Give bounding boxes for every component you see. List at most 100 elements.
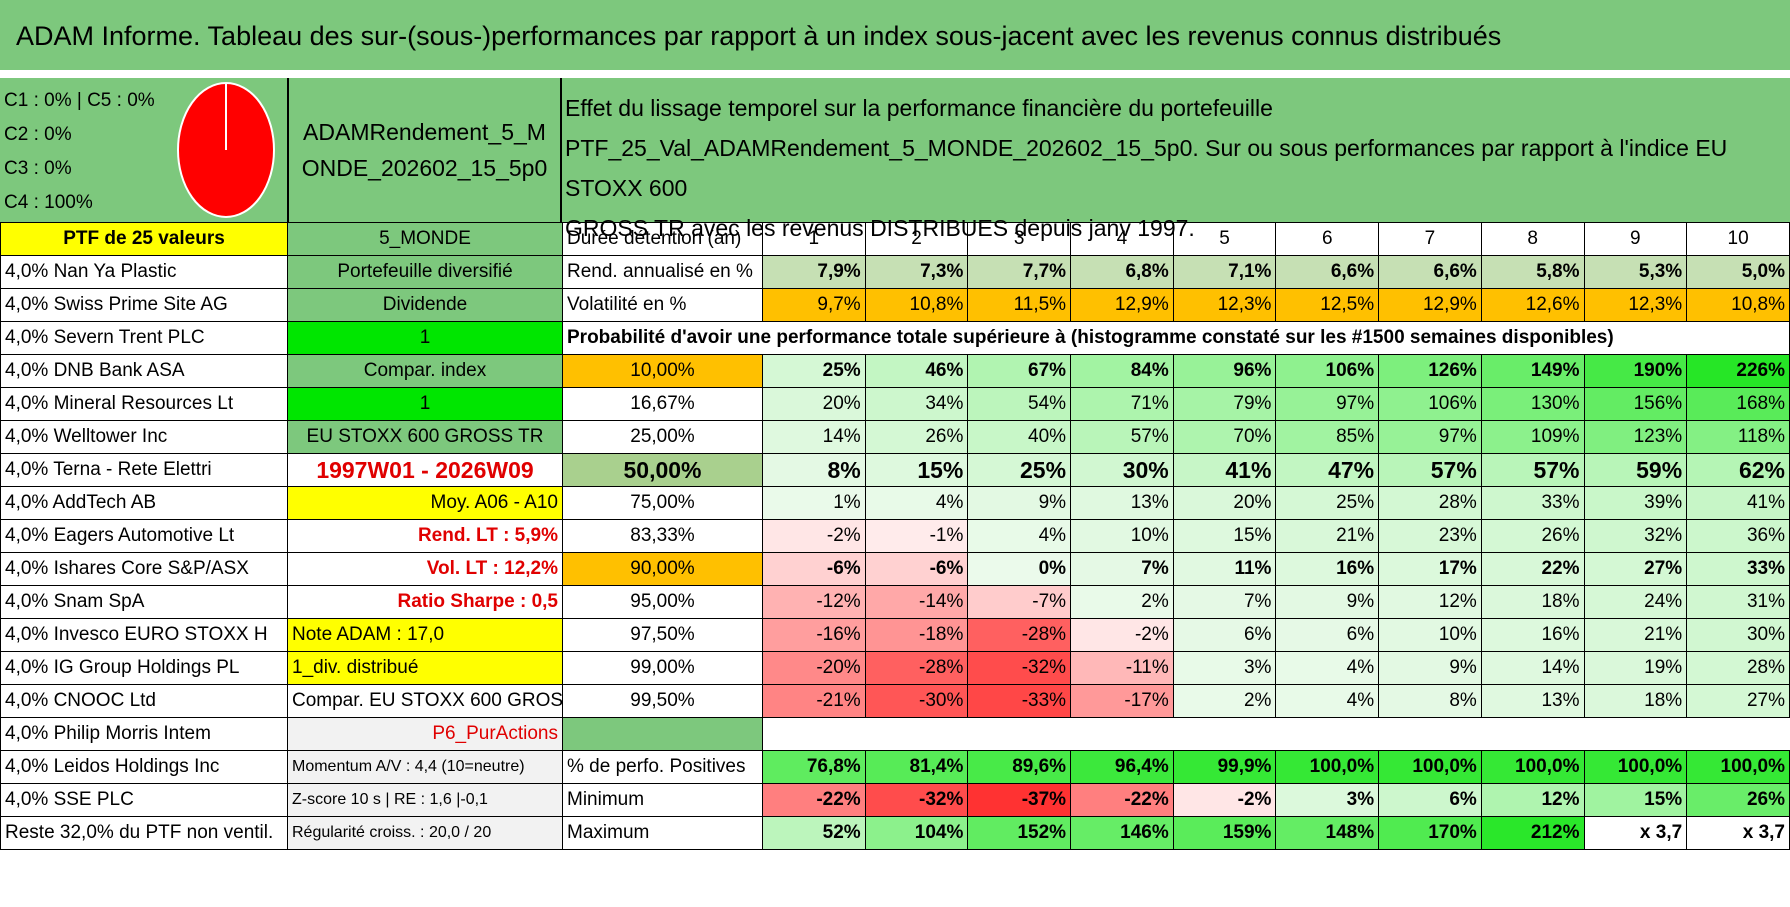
value-cell: 20% — [1172, 486, 1277, 520]
value-cell: 41% — [1172, 453, 1277, 487]
stock-name: 4,0% Severn Trent PLC — [0, 321, 288, 355]
value-cell: 0% — [967, 552, 1072, 586]
stock-name: 4,0% Philip Morris Intem — [0, 717, 288, 751]
value-cell: 2% — [1070, 585, 1174, 619]
value-cell: 152% — [967, 816, 1072, 850]
value-cell: 9,7% — [762, 288, 866, 322]
value-cell: 8% — [762, 453, 866, 487]
stock-name: 4,0% Leidos Holdings Inc — [0, 750, 288, 784]
value-cell: 33% — [1686, 552, 1790, 586]
row-label: % de perfo. Positives — [562, 750, 763, 784]
value-cell: 109% — [1480, 420, 1585, 454]
stock-name: 4,0% DNB Bank ASA — [0, 354, 288, 388]
value-cell: 12,3% — [1583, 288, 1688, 322]
value-cell: 149% — [1480, 354, 1585, 388]
value-cell: 100,0% — [1378, 750, 1482, 784]
row-label: 95,00% — [562, 585, 763, 619]
description-line-2: PTF_25_Val_ADAMRendement_5_MONDE_202602_… — [565, 135, 1728, 201]
value-cell: 3% — [1275, 783, 1380, 817]
pie-legend-c4: C4 : 100% — [4, 192, 93, 213]
value-cell: -20% — [762, 651, 866, 685]
year-header: 5 — [1172, 222, 1277, 256]
value-cell: -7% — [967, 585, 1072, 619]
stock-name: 4,0% Ishares Core S&P/ASX — [0, 552, 288, 586]
info-cell: Compar. index — [287, 354, 563, 388]
value-cell: 100,0% — [1686, 750, 1790, 784]
value-cell: 226% — [1686, 354, 1790, 388]
value-cell: 16% — [1275, 552, 1380, 586]
value-cell: 32% — [1583, 519, 1688, 553]
value-cell: 3% — [1172, 651, 1277, 685]
value-cell: 25% — [1275, 486, 1380, 520]
value-cell: 85% — [1275, 420, 1380, 454]
value-cell: 25% — [762, 354, 866, 388]
value-cell: 81,4% — [864, 750, 969, 784]
value-cell: 5,8% — [1480, 255, 1585, 289]
performance-table: PTF de 25 valeurs 5_MONDE Durée détention … — [0, 222, 1790, 850]
value-cell: 13% — [1480, 684, 1585, 718]
value-cell: 2% — [1172, 684, 1277, 718]
value-cell: 67% — [967, 354, 1072, 388]
year-header: 3 — [967, 222, 1072, 256]
table-row: 4,0% Snam SpA Ratio Sharpe : 0,5 95,00% -12… — [0, 585, 1790, 619]
row-label: 16,67% — [562, 387, 763, 421]
value-cell: 170% — [1378, 816, 1482, 850]
value-cell: -18% — [864, 618, 969, 652]
value-cell: 12,9% — [1070, 288, 1174, 322]
value-cell: -2% — [762, 519, 866, 553]
row-label: 99,50% — [562, 684, 763, 718]
value-cell: 10,8% — [864, 288, 969, 322]
value-cell: x 3,7 — [1686, 816, 1790, 850]
value-cell: 126% — [1378, 354, 1482, 388]
value-cell: 16% — [1480, 618, 1585, 652]
value-cell: 97% — [1275, 387, 1380, 421]
row-label: 75,00% — [562, 486, 763, 520]
info-cell: Compar. EU STOXX 600 GROSS TR — [287, 684, 563, 718]
value-cell: 33% — [1480, 486, 1585, 520]
table-row: Reste 32,0% du PTF non ventil. Régularité… — [0, 816, 1790, 850]
value-cell: 15% — [1583, 783, 1688, 817]
value-cell: 31% — [1686, 585, 1790, 619]
value-cell: -12% — [762, 585, 866, 619]
value-cell: 6% — [1275, 618, 1380, 652]
value-cell: -22% — [1070, 783, 1174, 817]
value-cell: 30% — [1686, 618, 1790, 652]
info-cell: P6_PurActions — [287, 717, 563, 751]
row-label: 50,00% — [562, 453, 763, 487]
zone-label: 5_MONDE — [287, 222, 563, 256]
value-cell: 18% — [1583, 684, 1688, 718]
value-cell: -2% — [1172, 783, 1277, 817]
value-cell: 4% — [1275, 684, 1380, 718]
stock-name: 4,0% IG Group Holdings PL — [0, 651, 288, 685]
value-cell: 26% — [1480, 519, 1585, 553]
value-cell: 36% — [1686, 519, 1790, 553]
row-label: Rend. annualisé en % — [562, 255, 763, 289]
table-row: 4,0% DNB Bank ASA Compar. index 10,00% 25% 4… — [0, 354, 1790, 388]
value-cell: 5,0% — [1686, 255, 1790, 289]
holding-duration-label: Durée détention (an) — [562, 222, 763, 256]
value-cell: 9% — [1275, 585, 1380, 619]
portfolio-name: ADAMRendement_5_MONDE_202602_15_5p0 — [287, 78, 562, 222]
value-cell: 8% — [1378, 684, 1482, 718]
value-cell: 14% — [1480, 651, 1585, 685]
value-cell: 22% — [1480, 552, 1585, 586]
value-cell: -32% — [967, 651, 1072, 685]
value-cell: 20% — [762, 387, 866, 421]
year-header: 6 — [1275, 222, 1380, 256]
value-cell: 148% — [1275, 816, 1380, 850]
value-cell: 12,6% — [1480, 288, 1585, 322]
report-title: ADAM Informe. Tableau des sur-(sous-)per… — [0, 0, 1790, 70]
value-cell: 97% — [1378, 420, 1482, 454]
value-cell: 27% — [1686, 684, 1790, 718]
value-cell: 123% — [1583, 420, 1688, 454]
value-cell: 190% — [1583, 354, 1688, 388]
value-cell: 106% — [1275, 354, 1380, 388]
row-label: Minimum — [562, 783, 763, 817]
value-cell: 57% — [1070, 420, 1174, 454]
value-cell: 23% — [1378, 519, 1482, 553]
info-cell: Ratio Sharpe : 0,5 — [287, 585, 563, 619]
row-label: 90,00% — [562, 552, 763, 586]
value-cell: 79% — [1172, 387, 1277, 421]
value-cell: 59% — [1583, 453, 1688, 487]
value-cell: 12,9% — [1378, 288, 1482, 322]
